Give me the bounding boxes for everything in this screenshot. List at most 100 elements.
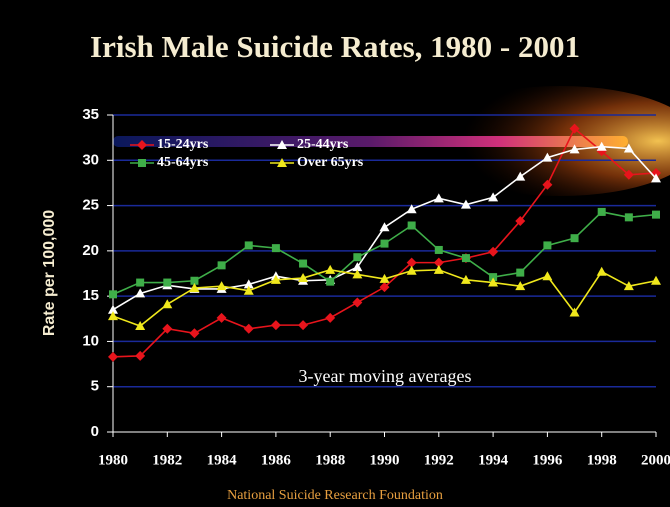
legend-label: 15-24yrs [157,137,209,152]
marker [596,141,607,151]
marker [352,269,363,279]
x-tick-label: 1990 [370,452,400,468]
marker [325,264,336,274]
marker [379,273,390,283]
marker [569,307,580,317]
y-axis-label: Rate per 100,000 [41,210,58,336]
marker [379,222,390,232]
marker [488,192,499,202]
marker [543,241,552,250]
footer: National Suicide Research Foundation [227,488,443,503]
marker [623,281,634,291]
marker [243,323,254,334]
legend-label: 25-44yrs [297,137,349,152]
plot-area [113,86,670,196]
marker [325,312,336,323]
marker [217,261,226,270]
marker [189,328,200,339]
marker [109,290,117,299]
marker [138,159,146,167]
marker [434,245,443,254]
x-tick-label: 1982 [152,452,182,468]
marker [488,246,499,257]
marker [542,271,553,281]
marker [271,244,280,253]
legend-label: Over 65yrs [297,155,364,170]
marker [270,320,281,331]
marker [189,282,200,292]
marker [270,274,281,284]
x-tick-label: 1980 [98,452,128,468]
marker [515,281,526,291]
marker [516,268,525,277]
marker [406,204,417,214]
marker [569,144,580,154]
y-tick-label: 0 [91,423,99,440]
chart-title: Irish Male Suicide Rates, 1980 - 2001 [90,29,580,64]
marker [299,259,308,268]
marker [352,297,363,308]
x-tick-label: 1986 [261,452,292,468]
marker [277,140,287,149]
marker [243,279,254,289]
marker [406,257,417,268]
marker [651,275,661,285]
marker [461,254,470,263]
marker [488,277,499,287]
marker [135,288,146,298]
marker [542,179,553,190]
marker [216,312,227,323]
marker [216,281,227,291]
marker [298,320,309,331]
marker [135,350,146,361]
decoration [113,136,628,147]
x-tick-label: 1988 [315,452,345,468]
x-tick-label: 1998 [587,452,617,468]
marker [406,265,417,275]
legend-label: 45-64yrs [157,155,209,170]
marker [489,273,498,282]
marker [433,264,444,274]
marker [597,207,606,216]
marker [190,276,199,285]
marker [135,321,146,331]
y-tick-label: 10 [82,332,99,349]
marker [596,266,607,276]
y-tick-label: 5 [91,378,99,395]
marker [108,311,118,321]
marker [460,274,471,284]
annotation: 3-year moving averages [299,366,472,386]
marker [108,351,118,362]
x-tick-label: 1994 [478,452,509,468]
marker [137,140,147,150]
marker [433,193,444,203]
marker [515,171,526,181]
marker [515,215,526,226]
marker [651,173,661,183]
y-tick-label: 30 [82,151,99,168]
marker [108,304,118,314]
x-tick-label: 1996 [532,452,563,468]
marker [244,241,253,250]
marker [326,277,335,286]
marker [298,273,309,283]
marker [652,210,660,219]
marker [352,262,363,272]
y-tick-label: 15 [82,287,99,304]
y-tick-label: 35 [82,106,99,123]
marker [570,234,579,243]
marker [433,257,444,268]
marker [136,278,145,287]
marker [407,221,416,230]
marker [243,285,254,295]
marker [624,213,633,222]
marker [277,158,287,167]
marker [623,143,634,153]
y-tick-label: 20 [82,242,99,259]
marker [162,299,173,309]
marker [162,323,173,334]
x-tick-label: 2000 [641,452,670,468]
marker [569,123,580,134]
marker [623,169,634,180]
